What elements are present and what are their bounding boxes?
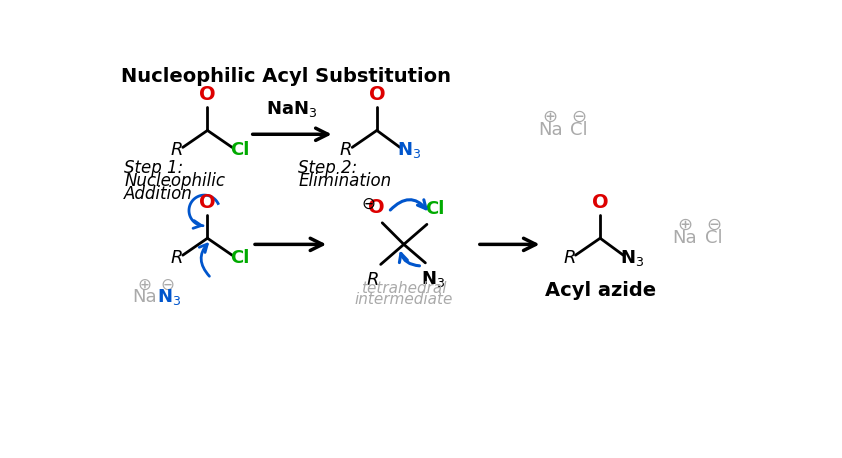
Text: tetrahedral: tetrahedral — [361, 281, 446, 295]
Text: Na: Na — [538, 121, 562, 139]
Text: $\ominus$: $\ominus$ — [160, 275, 174, 294]
Text: intermediate: intermediate — [354, 292, 453, 307]
Text: NaN$_3$: NaN$_3$ — [266, 99, 318, 119]
Text: Step 2:: Step 2: — [298, 159, 358, 177]
Text: O: O — [368, 198, 385, 217]
Text: Elimination: Elimination — [298, 172, 392, 190]
Text: Addition: Addition — [125, 185, 193, 203]
Text: N$_3$: N$_3$ — [157, 287, 181, 307]
Text: R: R — [367, 271, 379, 289]
Text: N$_3$: N$_3$ — [421, 269, 445, 289]
Text: R: R — [170, 249, 183, 267]
Text: Na: Na — [132, 288, 157, 306]
Text: Cl: Cl — [570, 121, 588, 139]
Text: O: O — [369, 85, 385, 104]
Text: O: O — [200, 193, 216, 212]
Text: Nucleophilic: Nucleophilic — [125, 172, 226, 190]
Text: R: R — [340, 142, 352, 159]
Text: O: O — [592, 193, 609, 212]
Text: Cl: Cl — [230, 249, 249, 267]
Text: $\oplus$: $\oplus$ — [137, 275, 152, 294]
Text: Cl: Cl — [230, 142, 249, 159]
Text: Acyl azide: Acyl azide — [545, 281, 656, 300]
Text: Cl: Cl — [425, 200, 445, 218]
Text: N$_3$: N$_3$ — [397, 141, 421, 160]
Text: $\oplus$: $\oplus$ — [677, 215, 693, 234]
Text: $\ominus$: $\ominus$ — [706, 215, 721, 234]
Text: Step 1:: Step 1: — [125, 159, 184, 177]
Text: O: O — [200, 85, 216, 104]
Text: R: R — [563, 249, 576, 267]
Text: Na: Na — [673, 229, 697, 247]
Text: N$_3$: N$_3$ — [621, 248, 645, 268]
Text: Nucleophilic Acyl Substitution: Nucleophilic Acyl Substitution — [121, 67, 451, 86]
Text: $\ominus$: $\ominus$ — [361, 196, 376, 213]
Text: $\oplus$: $\oplus$ — [542, 108, 557, 125]
Text: $\ominus$: $\ominus$ — [571, 108, 586, 125]
Text: Cl: Cl — [705, 229, 722, 247]
Text: R: R — [170, 142, 183, 159]
